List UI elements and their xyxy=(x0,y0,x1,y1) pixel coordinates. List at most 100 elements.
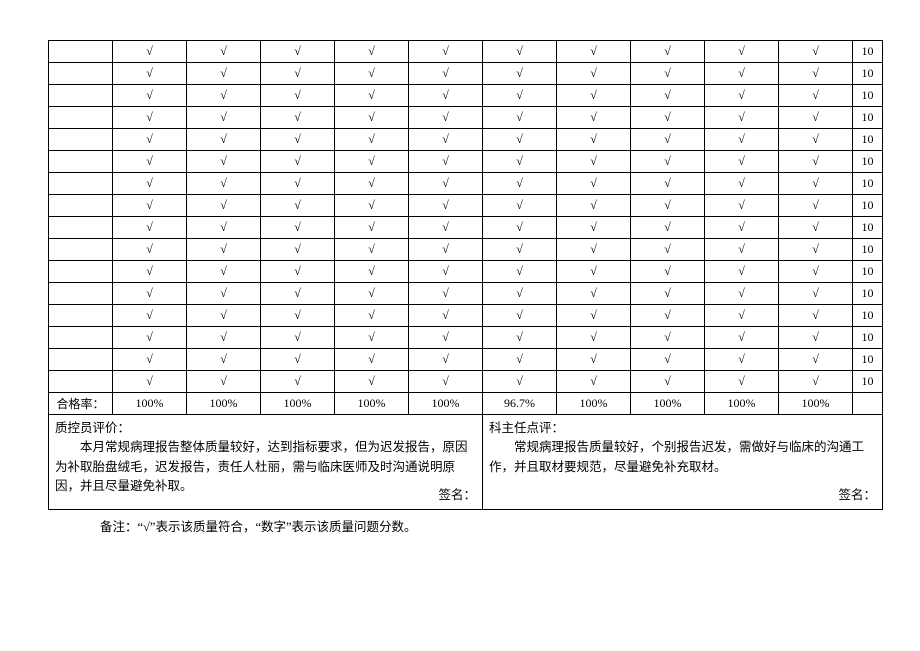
check-cell: √ xyxy=(113,129,187,151)
check-cell: √ xyxy=(779,261,853,283)
row-label-cell xyxy=(49,85,113,107)
check-cell: √ xyxy=(557,151,631,173)
qc-comment-title: 质控员评价： xyxy=(55,419,476,438)
check-cell: √ xyxy=(113,261,187,283)
check-cell: √ xyxy=(113,151,187,173)
row-label-cell xyxy=(49,107,113,129)
check-cell: √ xyxy=(483,371,557,393)
score-cell: 10 xyxy=(853,63,883,85)
check-cell: √ xyxy=(113,195,187,217)
check-cell: √ xyxy=(483,239,557,261)
check-cell: √ xyxy=(779,371,853,393)
check-cell: √ xyxy=(409,85,483,107)
check-cell: √ xyxy=(187,41,261,63)
check-cell: √ xyxy=(261,327,335,349)
check-cell: √ xyxy=(187,261,261,283)
check-cell: √ xyxy=(113,217,187,239)
score-cell: 10 xyxy=(853,217,883,239)
check-cell: √ xyxy=(187,151,261,173)
check-cell: √ xyxy=(335,305,409,327)
row-label-cell xyxy=(49,349,113,371)
check-cell: √ xyxy=(113,239,187,261)
check-cell: √ xyxy=(409,41,483,63)
score-cell: 10 xyxy=(853,173,883,195)
check-cell: √ xyxy=(261,107,335,129)
check-cell: √ xyxy=(187,327,261,349)
check-cell: √ xyxy=(557,129,631,151)
check-cell: √ xyxy=(779,151,853,173)
score-cell: 10 xyxy=(853,261,883,283)
row-label-cell xyxy=(49,151,113,173)
score-cell: 10 xyxy=(853,151,883,173)
check-cell: √ xyxy=(261,239,335,261)
score-cell: 10 xyxy=(853,85,883,107)
check-cell: √ xyxy=(557,217,631,239)
check-cell: √ xyxy=(483,151,557,173)
check-cell: √ xyxy=(557,327,631,349)
summary-value-cell: 100% xyxy=(335,393,409,415)
check-cell: √ xyxy=(483,305,557,327)
check-cell: √ xyxy=(335,371,409,393)
check-cell: √ xyxy=(409,371,483,393)
check-cell: √ xyxy=(631,63,705,85)
check-cell: √ xyxy=(335,239,409,261)
qc-comment-cell: 质控员评价：本月常规病理报告整体质量较好，达到指标要求，但为迟发报告，原因为补取… xyxy=(49,415,483,510)
check-cell: √ xyxy=(187,217,261,239)
comments-row: 质控员评价：本月常规病理报告整体质量较好，达到指标要求，但为迟发报告，原因为补取… xyxy=(49,415,883,510)
row-label-cell xyxy=(49,217,113,239)
check-cell: √ xyxy=(705,41,779,63)
check-cell: √ xyxy=(187,195,261,217)
check-cell: √ xyxy=(631,349,705,371)
check-cell: √ xyxy=(409,151,483,173)
summary-row: 合格率：100%100%100%100%100%96.7%100%100%100… xyxy=(49,393,883,415)
check-cell: √ xyxy=(409,239,483,261)
table-row: √√√√√√√√√√10 xyxy=(49,41,883,63)
check-cell: √ xyxy=(409,173,483,195)
table-row: √√√√√√√√√√10 xyxy=(49,349,883,371)
check-cell: √ xyxy=(261,217,335,239)
check-cell: √ xyxy=(187,129,261,151)
check-cell: √ xyxy=(113,107,187,129)
check-cell: √ xyxy=(557,85,631,107)
score-cell: 10 xyxy=(853,239,883,261)
row-label-cell xyxy=(49,195,113,217)
check-cell: √ xyxy=(261,151,335,173)
score-cell: 10 xyxy=(853,41,883,63)
row-label-cell xyxy=(49,327,113,349)
check-cell: √ xyxy=(483,261,557,283)
check-cell: √ xyxy=(335,85,409,107)
score-cell: 10 xyxy=(853,349,883,371)
row-label-cell xyxy=(49,283,113,305)
summary-label-cell: 合格率： xyxy=(49,393,113,415)
check-cell: √ xyxy=(631,41,705,63)
table-row: √√√√√√√√√√10 xyxy=(49,195,883,217)
check-cell: √ xyxy=(483,85,557,107)
check-cell: √ xyxy=(335,195,409,217)
check-cell: √ xyxy=(705,151,779,173)
check-cell: √ xyxy=(261,173,335,195)
check-cell: √ xyxy=(187,239,261,261)
table-row: √√√√√√√√√√10 xyxy=(49,327,883,349)
check-cell: √ xyxy=(631,261,705,283)
summary-value-cell: 100% xyxy=(631,393,705,415)
row-label-cell xyxy=(49,173,113,195)
check-cell: √ xyxy=(705,173,779,195)
check-cell: √ xyxy=(335,261,409,283)
check-cell: √ xyxy=(631,327,705,349)
check-cell: √ xyxy=(113,41,187,63)
check-cell: √ xyxy=(335,173,409,195)
check-cell: √ xyxy=(779,239,853,261)
summary-value-cell: 100% xyxy=(113,393,187,415)
check-cell: √ xyxy=(409,107,483,129)
check-cell: √ xyxy=(409,349,483,371)
check-cell: √ xyxy=(483,41,557,63)
check-cell: √ xyxy=(187,283,261,305)
check-cell: √ xyxy=(779,327,853,349)
check-cell: √ xyxy=(187,349,261,371)
check-cell: √ xyxy=(557,41,631,63)
check-cell: √ xyxy=(261,283,335,305)
check-cell: √ xyxy=(261,305,335,327)
check-cell: √ xyxy=(187,305,261,327)
check-cell: √ xyxy=(705,327,779,349)
check-cell: √ xyxy=(335,41,409,63)
